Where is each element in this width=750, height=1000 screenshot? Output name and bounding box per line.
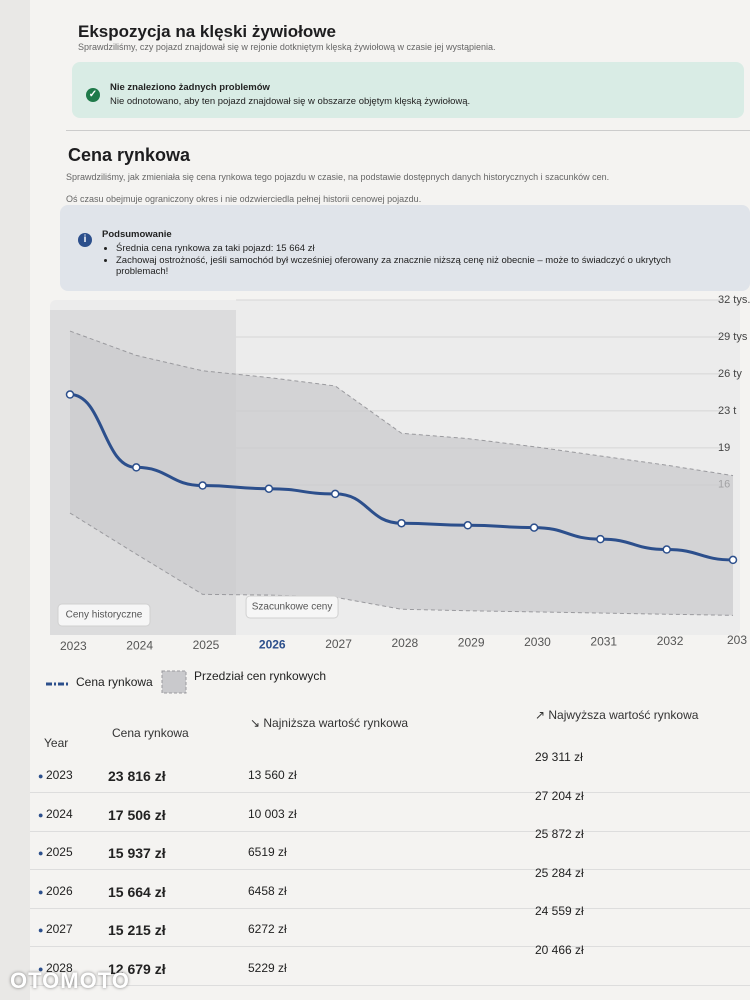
- alert-text: Nie odnotowano, aby ten pojazd znajdował…: [110, 96, 471, 107]
- summary-title: Podsumowanie: [102, 229, 172, 240]
- region-label: Szacunkowe ceny: [252, 602, 333, 613]
- high-cell: 24 559 zł: [535, 904, 584, 918]
- summary-box: i Podsumowanie Średnia cena rynkowa za t…: [60, 205, 750, 291]
- price-point: [728, 555, 738, 565]
- low-cell: 6272 zł: [248, 922, 287, 936]
- market-note: Oś czasu obejmuje ograniczony okres i ni…: [66, 194, 422, 204]
- y-tick-label: 19: [718, 442, 730, 454]
- x-tick-label: 2032: [657, 634, 684, 648]
- region-label: Ceny historyczne: [66, 610, 143, 621]
- price-cell: 23 816 zł: [108, 768, 166, 784]
- market-title: Cena rynkowa: [68, 145, 191, 165]
- divider: [66, 130, 750, 131]
- price-point: [463, 521, 473, 530]
- year-cell: 2025: [38, 845, 73, 859]
- table-header: Year: [44, 736, 69, 750]
- x-tick-label: 2024: [126, 639, 153, 653]
- range-lower-edge: [69, 512, 734, 616]
- price-line: [69, 393, 734, 562]
- price-cell: 15 937 zł: [108, 845, 166, 861]
- row-divider: [30, 907, 750, 909]
- flood-alert: ✓ Nie znaleziono żadnych problemów Nie o…: [72, 62, 744, 118]
- x-tick-label: 2023: [60, 639, 87, 653]
- price-point: [65, 390, 75, 399]
- price-cell: 17 506 zł: [108, 806, 166, 823]
- row-divider: [30, 946, 750, 947]
- table-header: Najwyższa wartość rynkowa: [535, 708, 698, 722]
- year-cell: 2027: [38, 922, 73, 936]
- range-upper-edge: [69, 330, 734, 477]
- flood-title: Ekspozycja na klęski żywiołowe: [78, 22, 336, 41]
- high-cell: 20 466 zł: [535, 942, 584, 957]
- price-point: [132, 463, 141, 472]
- year-cell: 2028: [38, 961, 73, 975]
- y-tick-label: 23 t: [718, 405, 736, 417]
- y-tick-label: 26 ty: [718, 368, 742, 380]
- alert-title: Nie znaleziono żadnych problemów: [110, 82, 270, 93]
- price-point: [330, 489, 340, 499]
- summary-item: Zachowaj ostrożność, jeśli samochód był …: [116, 255, 722, 277]
- high-cell: 27 204 zł: [535, 788, 584, 803]
- x-tick-label: 203: [727, 633, 747, 647]
- low-cell: 6519 zł: [248, 845, 287, 859]
- row-divider: [30, 869, 750, 870]
- x-tick-label: 2029: [458, 636, 485, 650]
- legend-label: Cena rynkowa: [76, 675, 153, 689]
- price-point: [662, 545, 671, 554]
- summary-content: Podsumowanie Średnia cena rynkowa za tak…: [102, 229, 722, 278]
- legend-label: Przedział cen rynkowych: [194, 669, 326, 683]
- table-header: Najniższa wartość rynkowa: [250, 716, 408, 730]
- price-point: [198, 481, 207, 490]
- year-cell: 2026: [38, 884, 73, 898]
- high-cell: 25 284 zł: [535, 865, 584, 880]
- y-tick-label: 32 tys.: [718, 294, 750, 306]
- low-cell: 13 560 zł: [248, 768, 297, 782]
- x-tick-label: 2031: [590, 634, 617, 648]
- price-range-band: [70, 331, 733, 616]
- x-tick-label: 2026: [259, 637, 286, 651]
- price-cell: 12 679 zł: [108, 960, 166, 977]
- summary-list: Średnia cena rynkowa za taki pojazd: 15 …: [102, 243, 722, 277]
- low-cell: 5229 zł: [248, 960, 287, 975]
- low-cell: 6458 zł: [248, 883, 287, 898]
- row-divider: [30, 984, 750, 986]
- price-cell: 15 215 zł: [108, 922, 166, 938]
- region-label-box: [57, 603, 151, 627]
- row-divider: [30, 830, 750, 832]
- year-cell: 2023: [38, 768, 73, 782]
- price-point: [264, 484, 274, 493]
- y-tick-label: 29 tys: [718, 331, 748, 343]
- summary-item: Średnia cena rynkowa za taki pojazd: 15 …: [116, 243, 722, 254]
- price-point: [596, 534, 605, 544]
- flood-description: Sprawdziliśmy, czy pojazd znajdował się …: [78, 42, 496, 52]
- row-divider: [30, 792, 750, 793]
- table-header: Cena rynkowa: [112, 726, 189, 740]
- high-cell: 29 311 zł: [535, 750, 583, 764]
- x-tick-label: 2028: [392, 636, 419, 650]
- x-tick-label: 2027: [325, 637, 352, 651]
- market-description: Sprawdziliśmy, jak zmieniała się cena ry…: [66, 172, 610, 182]
- high-cell: 25 872 zł: [535, 827, 584, 841]
- watermark: OTOMOTO: [10, 968, 130, 993]
- legend-swatch: [161, 670, 187, 694]
- check-icon: ✓: [86, 88, 100, 102]
- year-cell: 2024: [38, 807, 73, 821]
- x-tick-label: 2030: [524, 635, 551, 649]
- price-point: [397, 518, 406, 528]
- x-tick-label: 2025: [193, 638, 220, 652]
- price-point: [529, 523, 539, 532]
- info-icon: i: [78, 233, 92, 247]
- low-cell: 10 003 zł: [248, 806, 297, 821]
- alert-content: Nie znaleziono żadnych problemów Nie odn…: [110, 82, 470, 107]
- price-cell: 15 664 zł: [108, 883, 166, 900]
- region-label-box: [245, 595, 339, 619]
